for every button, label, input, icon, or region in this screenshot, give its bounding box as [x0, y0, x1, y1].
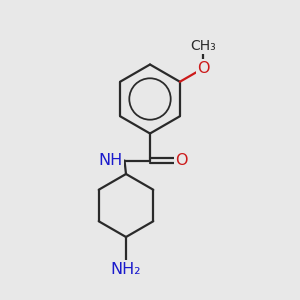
Text: O: O — [197, 61, 209, 76]
Text: O: O — [175, 153, 188, 168]
Text: NH₂: NH₂ — [111, 262, 141, 277]
Text: NH: NH — [99, 153, 123, 168]
Text: CH₃: CH₃ — [190, 39, 216, 53]
